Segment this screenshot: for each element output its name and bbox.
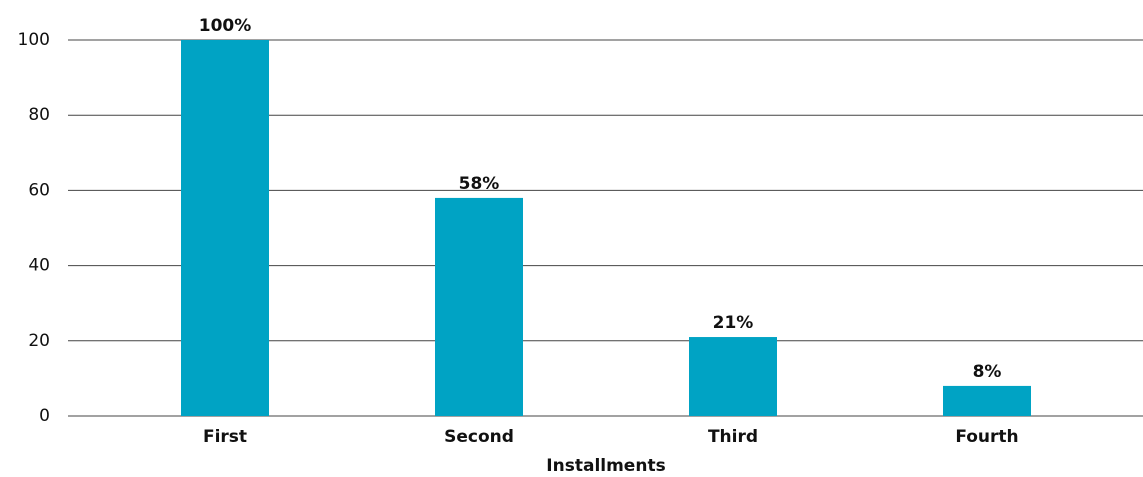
value-label: 100%	[199, 16, 252, 36]
x-tick-label: Third	[708, 427, 758, 447]
value-label: 8%	[973, 362, 1002, 382]
value-label: 58%	[459, 174, 500, 194]
x-tick-label: First	[203, 427, 247, 447]
y-tick-label: 20	[28, 331, 50, 351]
x-axis-title: Installments	[546, 456, 665, 476]
value-label: 21%	[713, 313, 754, 333]
x-tick-label: Fourth	[955, 427, 1018, 447]
y-tick-label: 100	[18, 30, 50, 50]
bar	[943, 385, 1031, 416]
y-tick-label: 60	[28, 180, 50, 200]
y-tick-label: 80	[28, 105, 50, 125]
bar	[181, 40, 269, 416]
y-tick-label: 0	[39, 406, 50, 426]
x-tick-label: Second	[444, 427, 514, 447]
bar	[435, 197, 523, 416]
bar	[689, 337, 777, 416]
y-tick-label: 40	[28, 256, 50, 276]
